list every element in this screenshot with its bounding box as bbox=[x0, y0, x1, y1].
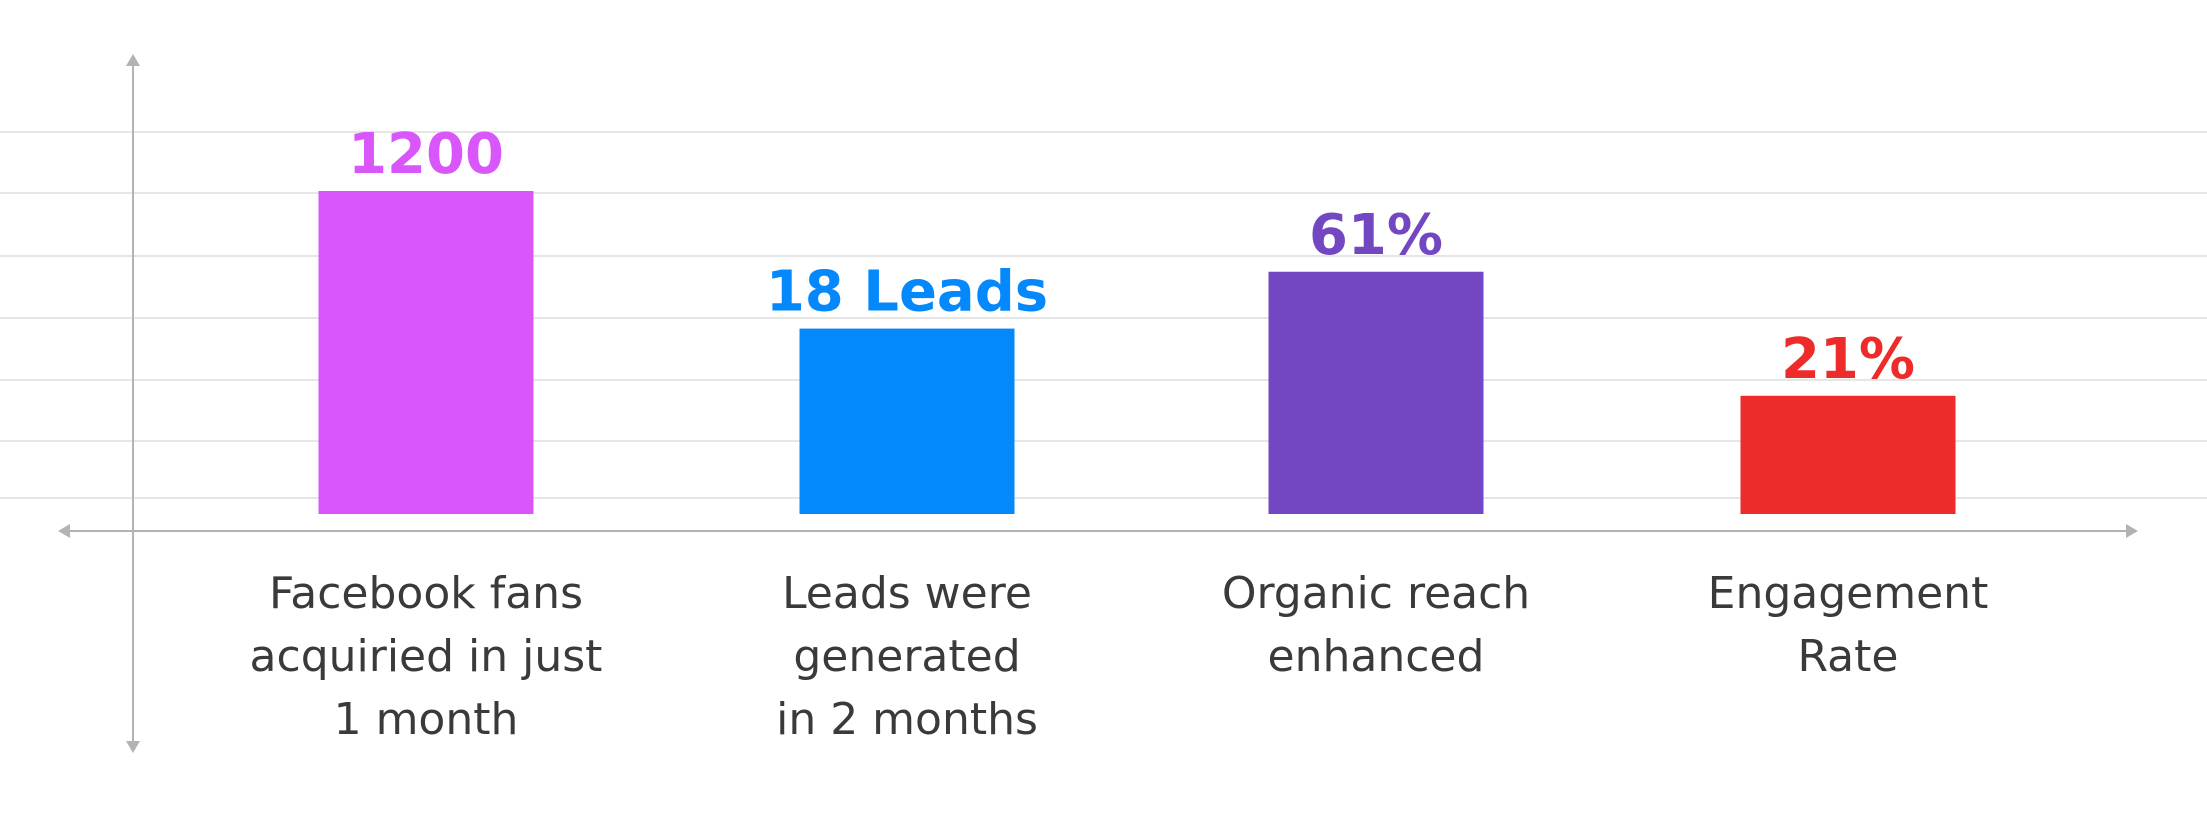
bar-2 bbox=[1268, 271, 1484, 514]
x-axis-arrow-left bbox=[58, 524, 70, 538]
category-label-line: in 2 months bbox=[776, 694, 1038, 745]
category-label-line: enhanced bbox=[1268, 631, 1485, 682]
category-label-line: Rate bbox=[1798, 631, 1899, 682]
category-label-3: Engagement Rate bbox=[1708, 568, 1989, 682]
category-label-line: Leads were bbox=[782, 568, 1032, 619]
category-label-0: Facebook fans acquiried in just 1 month bbox=[250, 568, 603, 745]
category-label-line: generated bbox=[793, 631, 1020, 682]
value-label-3: 21% bbox=[1781, 327, 1915, 392]
y-axis-arrow-down bbox=[126, 741, 140, 753]
value-label-0: 1200 bbox=[348, 122, 504, 187]
value-label-2: 61% bbox=[1309, 203, 1443, 268]
category-label-line: acquiried in just bbox=[250, 631, 603, 682]
category-label-1: Leads were generated in 2 months bbox=[776, 568, 1038, 745]
value-labels: 1200 18 Leads 61% 21% bbox=[348, 122, 1915, 392]
value-label-1: 18 Leads bbox=[766, 260, 1048, 325]
category-label-line: Facebook fans bbox=[269, 568, 583, 619]
x-axis-arrow-right bbox=[2126, 524, 2138, 538]
category-label-line: 1 month bbox=[334, 694, 519, 745]
category-label-line: Organic reach bbox=[1222, 568, 1530, 619]
bar-1 bbox=[799, 328, 1015, 514]
bars bbox=[318, 191, 1956, 514]
bar-3 bbox=[1740, 395, 1956, 514]
category-label-2: Organic reach enhanced bbox=[1222, 568, 1530, 682]
axes bbox=[58, 54, 2138, 753]
category-labels: Facebook fans acquiried in just 1 month Lea… bbox=[250, 568, 1989, 745]
bar-0 bbox=[318, 191, 534, 514]
y-axis-arrow-up bbox=[126, 54, 140, 66]
category-label-line: Engagement bbox=[1708, 568, 1989, 619]
